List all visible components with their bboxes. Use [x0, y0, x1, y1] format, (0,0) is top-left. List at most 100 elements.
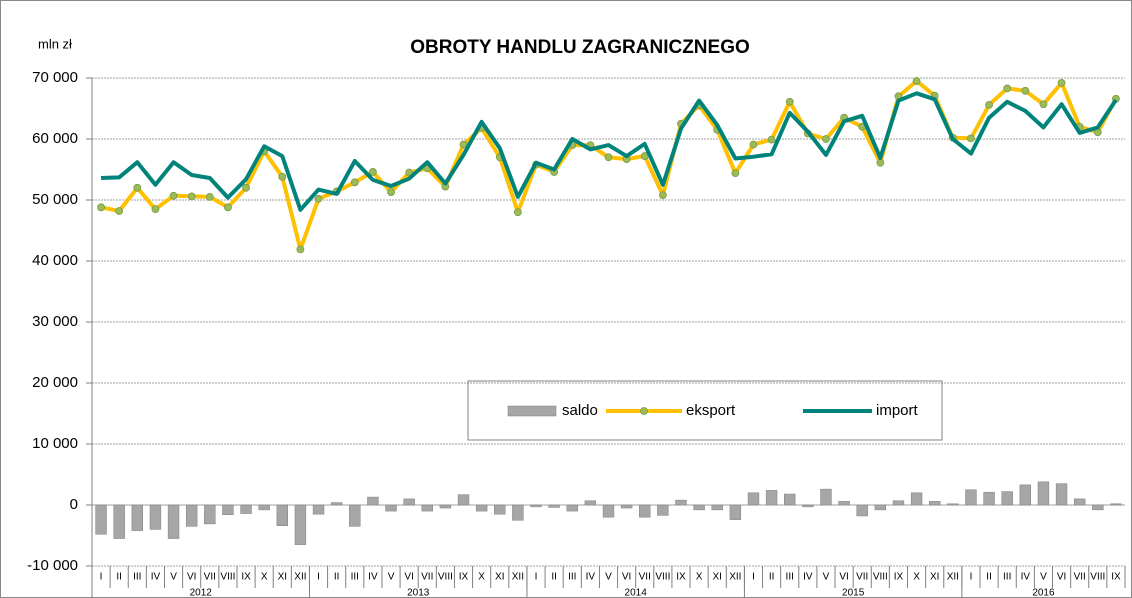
x-tick-label: I — [317, 572, 320, 583]
x-tick-label: II — [334, 572, 340, 583]
x-tick-label: IV — [1021, 572, 1031, 583]
bar — [1092, 504, 1104, 511]
marker — [97, 203, 105, 212]
x-tick-label: X — [478, 572, 485, 583]
year-label: 2012 — [190, 588, 213, 598]
bar — [457, 494, 470, 506]
year-label: 2016 — [1032, 588, 1055, 598]
marker — [224, 203, 232, 212]
x-tick-label: X — [696, 572, 703, 583]
marker — [967, 134, 975, 143]
marker — [187, 192, 196, 201]
bar — [584, 500, 597, 506]
bar — [874, 504, 887, 511]
bar — [95, 504, 107, 535]
y-tick-label: 0 — [70, 496, 78, 513]
bar — [602, 504, 615, 518]
year-label: 2013 — [407, 588, 430, 598]
marker — [749, 140, 758, 149]
x-tick-label: III — [1003, 572, 1011, 583]
x-tick-label: VII — [856, 572, 868, 583]
year-label: 2015 — [842, 588, 865, 598]
bar — [349, 504, 361, 527]
y-tick-label: 30 000 — [32, 313, 78, 330]
marker — [242, 183, 250, 192]
x-tick-label: V — [170, 572, 177, 583]
bar — [167, 504, 180, 539]
x-tick-label: VII — [1074, 572, 1086, 583]
bar — [1055, 483, 1068, 506]
marker — [912, 77, 921, 85]
bar — [693, 504, 705, 511]
marker — [205, 193, 214, 201]
bar — [784, 493, 796, 506]
x-tick-label: VI — [622, 572, 631, 583]
marker — [822, 135, 830, 143]
x-tick-label: V — [1040, 572, 1047, 583]
bar — [403, 498, 415, 506]
x-tick-label: VIII — [655, 572, 670, 583]
x-tick-label: IV — [803, 572, 813, 583]
x-tick-label: VII — [204, 572, 216, 583]
x-tick-label: XI — [713, 572, 722, 583]
bar — [620, 504, 633, 509]
marker — [369, 168, 377, 176]
x-tick-label: III — [351, 572, 359, 583]
bar — [820, 488, 832, 506]
marker — [314, 194, 323, 203]
bar — [983, 491, 995, 506]
x-tick-label: IX — [894, 572, 904, 583]
y-axis-label: mln zł — [38, 36, 72, 51]
marker — [513, 208, 522, 217]
marker — [731, 169, 740, 178]
bar — [312, 504, 325, 515]
line — [101, 91, 1118, 212]
x-tick-label: VIII — [1090, 572, 1105, 583]
year-label: 2014 — [625, 588, 648, 598]
x-tick-label: XI — [495, 572, 504, 583]
bar — [548, 504, 560, 508]
x-tick-label: VII — [639, 572, 651, 583]
x-tick-label: VI — [187, 572, 196, 583]
bar — [639, 504, 651, 518]
x-tick-label: XII — [729, 572, 741, 583]
y-tick-label: 60 000 — [32, 130, 78, 147]
bar — [1037, 481, 1050, 506]
marker — [767, 135, 776, 144]
bar — [675, 499, 687, 506]
y-tick-label: 20 000 — [32, 374, 78, 391]
bar — [512, 504, 524, 521]
y-tick-label: -10 000 — [27, 557, 78, 574]
bar — [530, 504, 542, 508]
y-tick-label: 70 000 — [32, 69, 78, 86]
bar — [1001, 491, 1013, 506]
x-tick-label: II — [551, 572, 557, 583]
bar — [421, 504, 433, 512]
marker — [785, 97, 794, 106]
x-tick-label: II — [116, 572, 122, 583]
x-tick-label: XI — [930, 572, 939, 583]
x-tick-label: VI — [404, 572, 413, 583]
bar — [711, 504, 723, 511]
marker — [1021, 86, 1030, 95]
bar — [747, 492, 760, 506]
bar — [113, 504, 125, 539]
x-tick-label: I — [100, 572, 103, 583]
x-tick-label: VIII — [220, 572, 235, 583]
y-tick-label: 10 000 — [32, 435, 78, 452]
bar — [947, 503, 959, 506]
marker — [604, 153, 613, 162]
bar — [1019, 484, 1032, 506]
bar — [910, 492, 923, 506]
x-tick-label: III — [133, 572, 141, 583]
bar — [439, 504, 452, 509]
bar — [566, 504, 578, 512]
bar — [276, 504, 288, 526]
legend-label: import — [876, 402, 919, 419]
marker — [1003, 84, 1012, 93]
bar — [222, 504, 234, 516]
marker — [876, 158, 885, 167]
bar — [657, 504, 669, 516]
bar — [729, 504, 742, 520]
